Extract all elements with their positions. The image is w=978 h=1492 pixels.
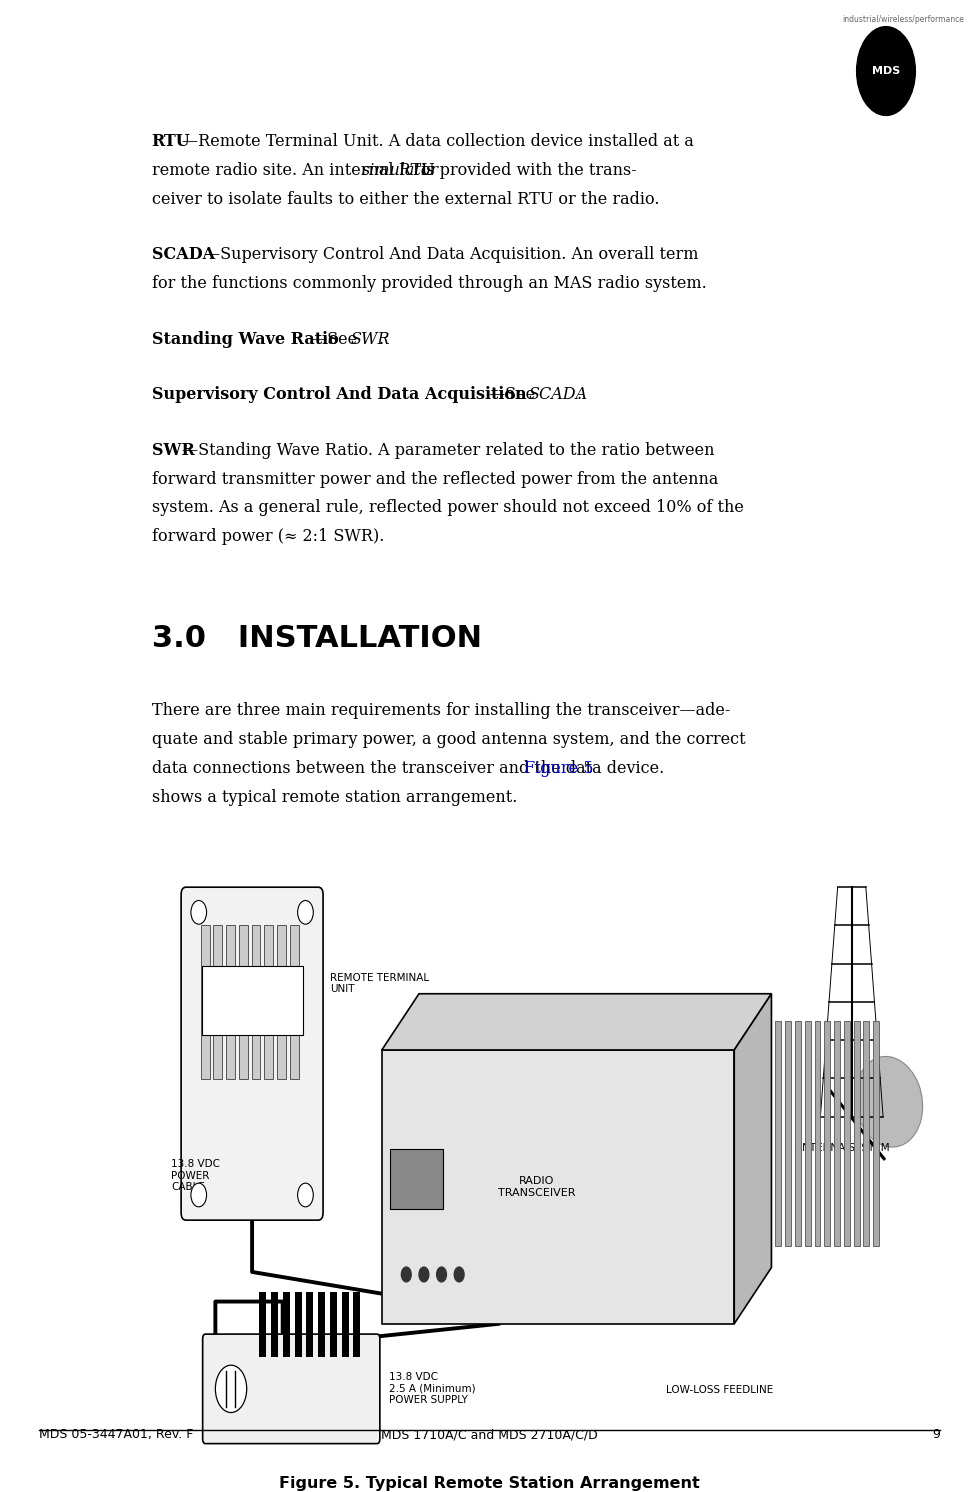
Bar — [814, 1021, 820, 1246]
Text: quate and stable primary power, a good antenna system, and the correct: quate and stable primary power, a good a… — [152, 731, 744, 747]
Circle shape — [401, 1267, 411, 1282]
Text: is provided with the trans-: is provided with the trans- — [416, 163, 637, 179]
Polygon shape — [734, 994, 771, 1323]
Text: 9: 9 — [931, 1428, 939, 1441]
Text: MDS: MDS — [871, 66, 899, 76]
Bar — [259, 1292, 266, 1356]
Bar — [289, 925, 298, 1079]
Bar — [277, 925, 286, 1079]
Text: There are three main requirements for installing the transceiver—ade-: There are three main requirements for in… — [152, 703, 730, 719]
Bar — [381, 1050, 734, 1323]
Bar — [330, 1292, 336, 1356]
Text: .: . — [576, 386, 581, 403]
Text: SCADA: SCADA — [152, 246, 214, 264]
Bar — [784, 1021, 790, 1246]
Text: industrial/wireless/performance: industrial/wireless/performance — [842, 15, 963, 24]
Bar — [353, 1292, 360, 1356]
Text: data connections between the transceiver and the data device.: data connections between the transceiver… — [152, 759, 668, 777]
Circle shape — [436, 1267, 446, 1282]
Bar — [251, 925, 260, 1079]
Text: REMOTE TERMINAL
UNIT: REMOTE TERMINAL UNIT — [330, 973, 428, 995]
Bar — [200, 925, 209, 1079]
Text: Figure 5: Figure 5 — [524, 759, 594, 777]
Text: ANTENNA SYSTEM: ANTENNA SYSTEM — [794, 1143, 888, 1153]
Bar — [775, 1021, 780, 1246]
Text: Figure 5. Typical Remote Station Arrangement: Figure 5. Typical Remote Station Arrange… — [279, 1476, 699, 1491]
Text: 13.8 VDC
2.5 A (Minimum)
POWER SUPPLY: 13.8 VDC 2.5 A (Minimum) POWER SUPPLY — [388, 1373, 474, 1405]
Bar — [306, 1292, 313, 1356]
Text: —Standing Wave Ratio. A parameter related to the ratio between: —Standing Wave Ratio. A parameter relate… — [182, 442, 714, 458]
Text: simulator: simulator — [362, 163, 439, 179]
Bar — [389, 1149, 443, 1209]
Text: SCADA: SCADA — [528, 386, 587, 403]
Text: system. As a general rule, reflected power should not exceed 10% of the: system. As a general rule, reflected pow… — [152, 500, 743, 516]
Bar — [264, 925, 273, 1079]
Text: shows a typical remote station arrangement.: shows a typical remote station arrangeme… — [152, 789, 516, 806]
Ellipse shape — [855, 1056, 921, 1147]
Text: MDS 1710A/C and MDS 2710A/C/D: MDS 1710A/C and MDS 2710A/C/D — [380, 1428, 598, 1441]
Circle shape — [191, 901, 206, 924]
Bar — [239, 925, 247, 1079]
Bar — [843, 1021, 849, 1246]
Text: RADIO
TRANSCEIVER: RADIO TRANSCEIVER — [498, 1176, 575, 1198]
Text: SWR: SWR — [350, 331, 389, 348]
Bar — [823, 1021, 829, 1246]
Text: MDS 05-3447A01, Rev. F: MDS 05-3447A01, Rev. F — [39, 1428, 194, 1441]
Circle shape — [419, 1267, 428, 1282]
Bar — [294, 1292, 301, 1356]
Circle shape — [191, 1183, 206, 1207]
Text: remote radio site. An internal RTU: remote radio site. An internal RTU — [152, 163, 439, 179]
Text: SWR: SWR — [152, 442, 195, 458]
Bar — [226, 925, 235, 1079]
Text: forward power (≈ 2:1 SWR).: forward power (≈ 2:1 SWR). — [152, 528, 383, 545]
Bar — [833, 1021, 839, 1246]
Circle shape — [454, 1267, 464, 1282]
Text: —Supervisory Control And Data Acquisition. An overall term: —Supervisory Control And Data Acquisitio… — [203, 246, 697, 264]
Text: Standing Wave Ratio: Standing Wave Ratio — [152, 331, 338, 348]
Text: .: . — [378, 331, 383, 348]
Text: for the functions commonly provided through an MAS radio system.: for the functions commonly provided thro… — [152, 275, 706, 292]
Text: 13.8 VDC
POWER
CABLE: 13.8 VDC POWER CABLE — [171, 1159, 220, 1192]
Text: Invisible place holder: Invisible place holder — [428, 862, 550, 873]
Text: ceiver to isolate faults to either the external RTU or the radio.: ceiver to isolate faults to either the e… — [152, 191, 658, 207]
Text: 3.0   INSTALLATION: 3.0 INSTALLATION — [152, 624, 481, 653]
Text: Supervisory Control And Data Acquisition: Supervisory Control And Data Acquisition — [152, 386, 526, 403]
Polygon shape — [381, 994, 771, 1050]
Bar — [853, 1021, 859, 1246]
Bar — [271, 1292, 278, 1356]
Circle shape — [215, 1365, 246, 1413]
Bar — [318, 1292, 325, 1356]
Text: —See: —See — [311, 331, 362, 348]
FancyBboxPatch shape — [181, 888, 323, 1220]
Circle shape — [297, 1183, 313, 1207]
Text: LOW-LOSS FEEDLINE: LOW-LOSS FEEDLINE — [665, 1386, 773, 1395]
Bar — [341, 1292, 348, 1356]
Text: RTU: RTU — [152, 133, 191, 151]
Bar — [863, 1021, 868, 1246]
Text: forward transmitter power and the reflected power from the antenna: forward transmitter power and the reflec… — [152, 470, 718, 488]
Bar — [872, 1021, 878, 1246]
Bar — [201, 967, 302, 1034]
Bar — [283, 1292, 289, 1356]
Text: —See: —See — [489, 386, 540, 403]
Circle shape — [856, 27, 914, 115]
FancyBboxPatch shape — [202, 1334, 379, 1444]
Circle shape — [297, 901, 313, 924]
Text: —Remote Terminal Unit. A data collection device installed at a: —Remote Terminal Unit. A data collection… — [182, 133, 693, 151]
Bar — [804, 1021, 810, 1246]
Bar — [213, 925, 222, 1079]
Bar — [794, 1021, 800, 1246]
